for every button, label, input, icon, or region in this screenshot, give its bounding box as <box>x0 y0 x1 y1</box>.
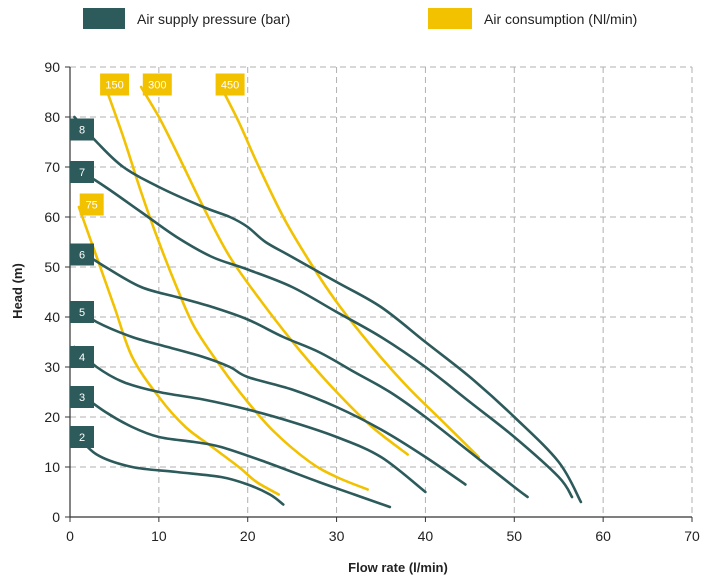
badge-label: 7 <box>79 167 85 179</box>
badge-box <box>70 118 94 141</box>
badge-label: 3 <box>79 392 85 404</box>
y-tick-label: 50 <box>44 259 60 275</box>
y-tick-label: 10 <box>44 459 60 475</box>
x-tick-label: 10 <box>151 528 167 544</box>
badge-box <box>215 73 245 96</box>
y-tick-label: 60 <box>44 209 60 225</box>
consumption-curve-75 <box>77 205 281 496</box>
badge-box <box>70 346 94 368</box>
badge-label: 8 <box>79 125 85 137</box>
pressure-badge-4: 4 <box>70 346 94 368</box>
consumption-curve-150 <box>104 85 369 491</box>
legend-label-pressure: Air supply pressure (bar) <box>137 11 290 27</box>
consumption-curve-450 <box>219 85 480 459</box>
pressure-badge-7: 7 <box>70 161 94 183</box>
badge-box <box>79 193 104 216</box>
badge-label: 300 <box>148 80 166 92</box>
x-tick-label: 60 <box>595 528 611 544</box>
badge-box <box>70 426 94 448</box>
badge-box <box>70 161 94 183</box>
pressure-badge-2: 2 <box>70 426 94 448</box>
pressure-curve-2 <box>73 430 285 506</box>
y-tick-label: 0 <box>52 509 60 525</box>
y-axis-label: Head (m) <box>10 263 25 319</box>
legend-item-air-supply-pressure: Air supply pressure (bar) <box>83 8 290 29</box>
pressure-curve-3 <box>73 388 392 509</box>
y-tick-label: 80 <box>44 109 60 125</box>
y-tick-label: 40 <box>44 309 60 325</box>
pressure-curve-5 <box>73 305 467 486</box>
pressure-curve-8 <box>73 115 583 504</box>
y-tick-label: 20 <box>44 409 60 425</box>
x-axis-label: Flow rate (l/min) <box>348 560 448 575</box>
badge-label: 75 <box>86 200 98 212</box>
x-tick-label: 20 <box>240 528 256 544</box>
badge-box <box>70 301 94 323</box>
y-tick-label: 70 <box>44 159 60 175</box>
badge-box <box>70 243 94 266</box>
pressure-badge-6: 6 <box>70 243 94 266</box>
legend-label-consumption: Air consumption (Nl/min) <box>484 11 637 27</box>
x-tick-label: 30 <box>329 528 345 544</box>
y-tick-label: 90 <box>44 59 60 75</box>
consumption-badge-300: 300 <box>142 73 172 96</box>
consumption-curve-300 <box>139 85 409 456</box>
series-badges: 2 3 4 5 6 7 8 75 150 300 450 <box>70 73 245 448</box>
consumption-badge-75: 75 <box>79 193 104 216</box>
legend-swatch-pressure <box>83 8 125 29</box>
y-tick-label: 30 <box>44 359 60 375</box>
pressure-badge-3: 3 <box>70 386 94 408</box>
badge-label: 2 <box>79 432 85 444</box>
badge-label: 450 <box>221 80 239 92</box>
legend-swatch-consumption <box>428 8 472 29</box>
consumption-badge-150: 150 <box>100 73 130 96</box>
x-tick-label: 70 <box>684 528 700 544</box>
x-tick-label: 0 <box>66 528 74 544</box>
pressure-curve-4 <box>73 345 427 494</box>
gridlines <box>70 66 693 517</box>
x-tick-label: 40 <box>418 528 434 544</box>
badge-label: 5 <box>79 307 85 319</box>
pressure-badge-8: 8 <box>70 118 94 141</box>
badge-box <box>100 73 130 96</box>
badge-box <box>142 73 172 96</box>
pressure-curve-7 <box>73 165 574 499</box>
pressure-curve-6 <box>73 245 529 499</box>
x-tick-label: 50 <box>506 528 522 544</box>
legend: Air supply pressure (bar) Air consumptio… <box>83 8 637 29</box>
badge-label: 150 <box>105 80 123 92</box>
series-lines <box>73 85 583 509</box>
legend-item-air-consumption: Air consumption (Nl/min) <box>428 8 637 29</box>
badge-label: 4 <box>79 352 85 364</box>
badge-label: 6 <box>79 250 85 262</box>
badge-box <box>70 386 94 408</box>
consumption-badge-450: 450 <box>215 73 245 96</box>
pressure-badge-5: 5 <box>70 301 94 323</box>
